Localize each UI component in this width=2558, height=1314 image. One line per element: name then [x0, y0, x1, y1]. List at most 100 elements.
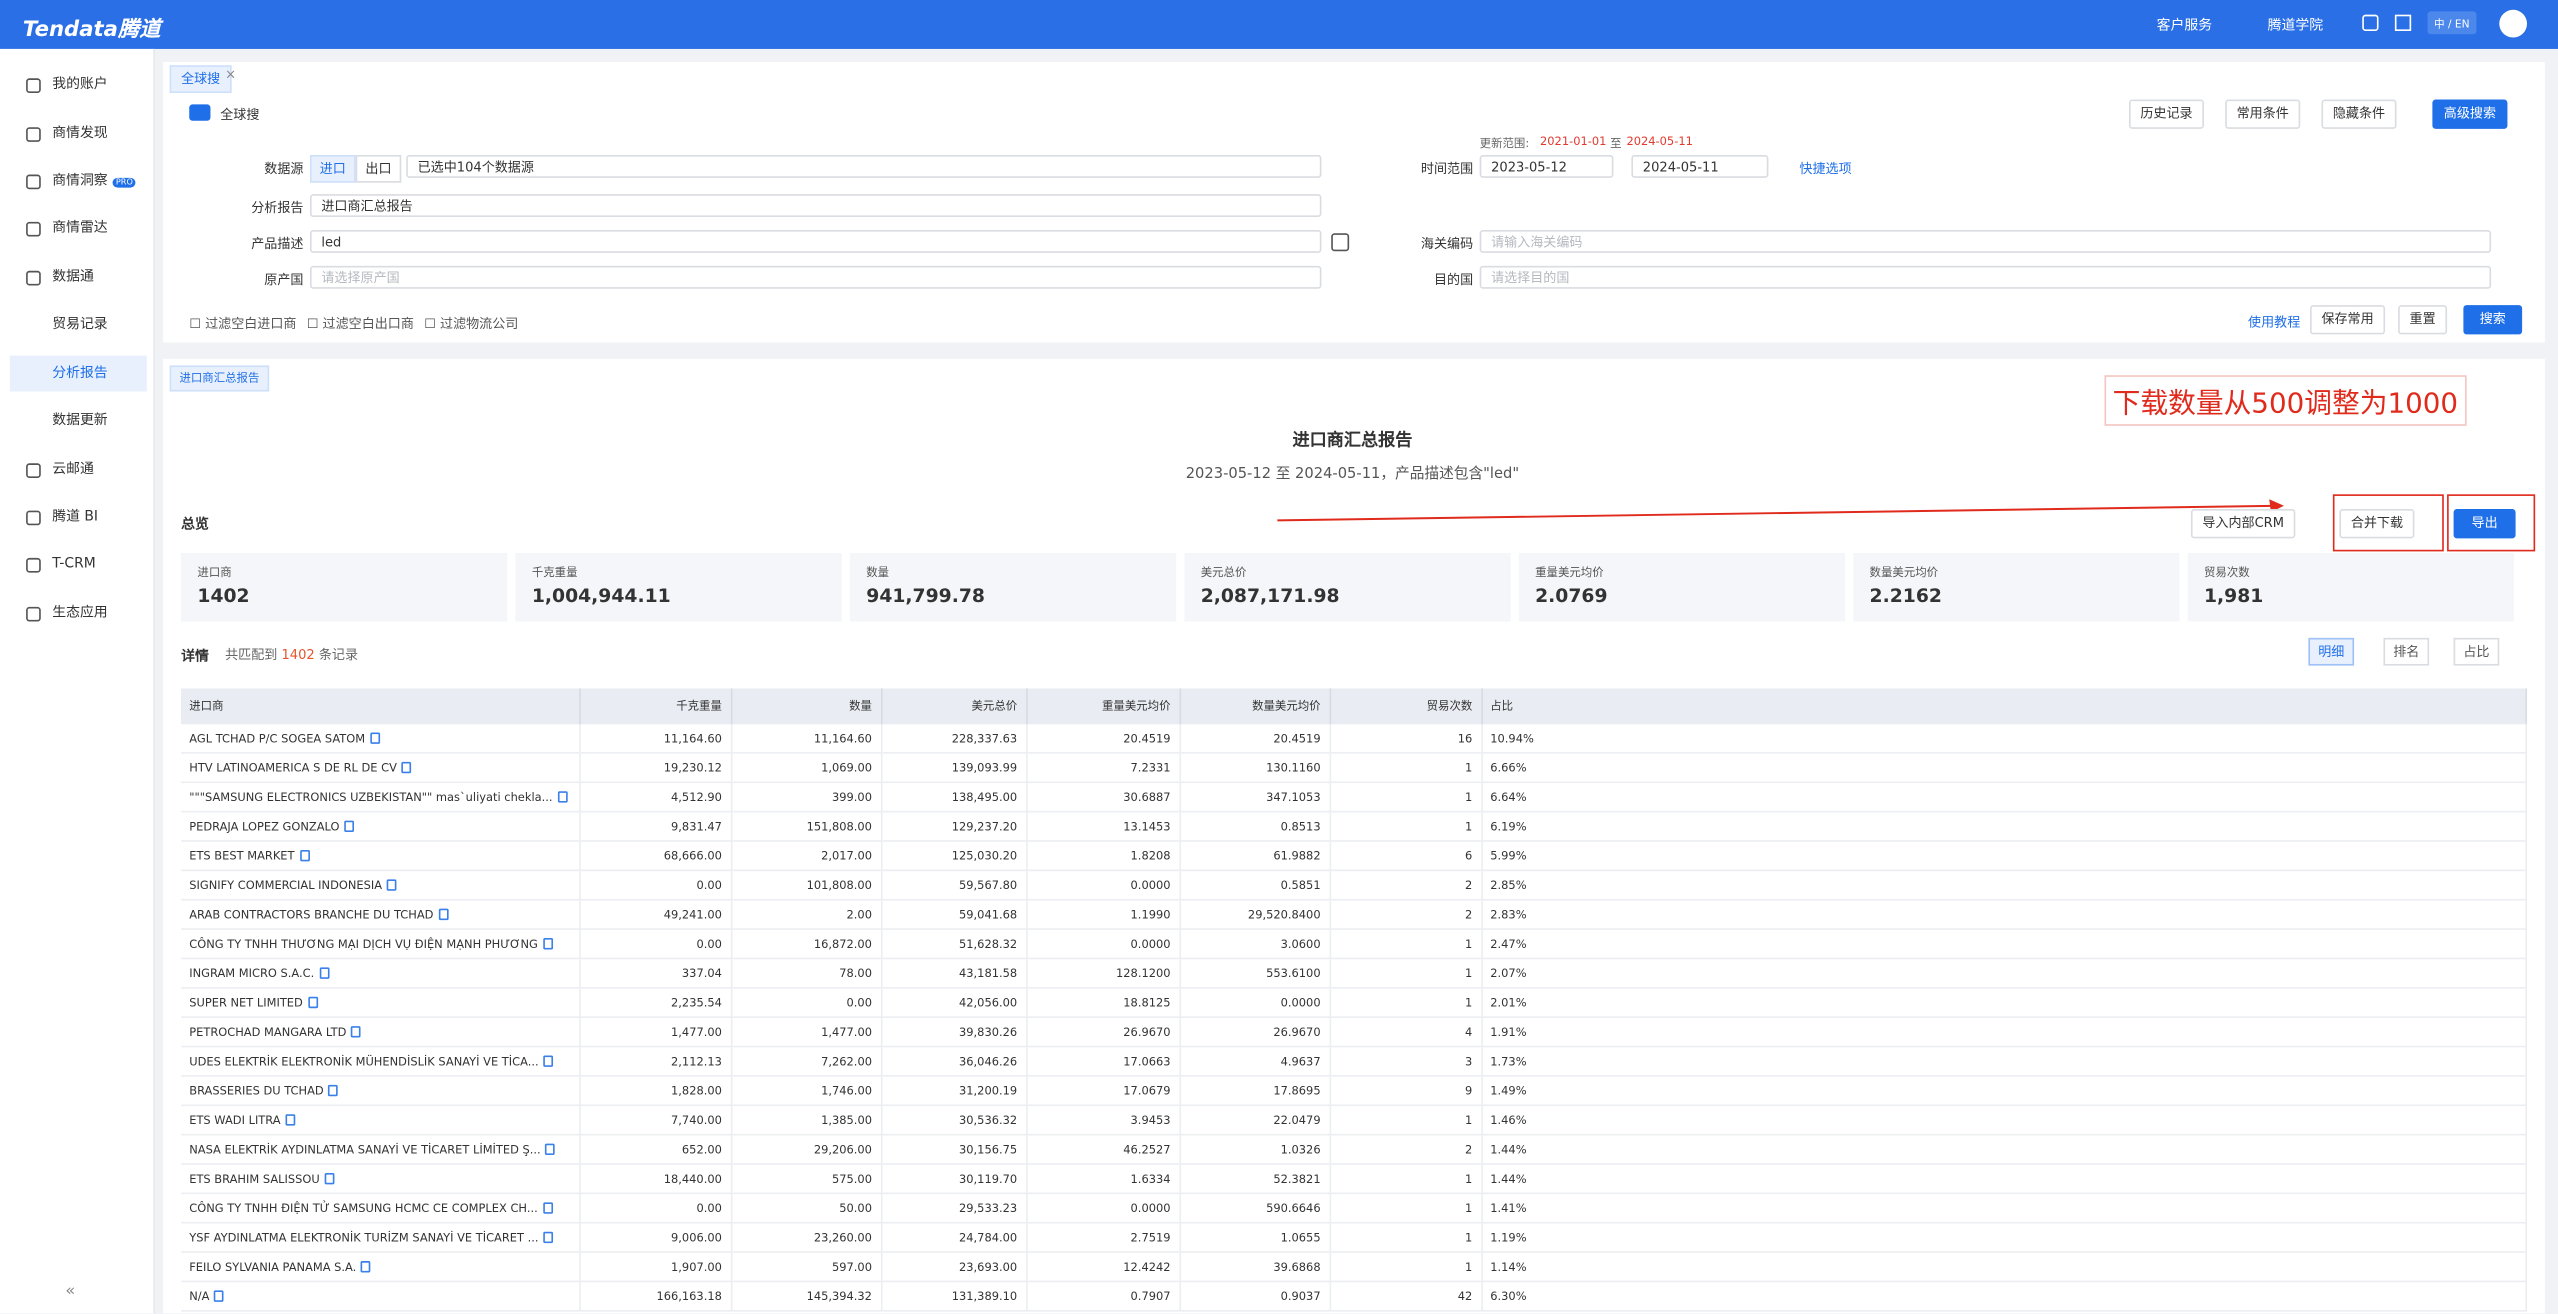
copy-icon[interactable] [325, 1173, 335, 1184]
button[interactable]: 导出 [2454, 509, 2516, 538]
view-toggle[interactable]: 排名 [2383, 638, 2429, 666]
tab-close[interactable]: × [225, 67, 236, 82]
button[interactable]: 历史记录 [2129, 100, 2204, 129]
company-name[interactable]: YSF AYDINLATMA ELEKTRONİK TURİZM SANAYİ … [189, 1231, 538, 1244]
nav-item[interactable]: 数据通 [10, 259, 147, 295]
nav-item[interactable]: 我的账户 [10, 67, 147, 103]
copy-icon[interactable] [543, 938, 553, 949]
icon[interactable] [1331, 233, 1349, 251]
copy-icon[interactable] [543, 1202, 553, 1213]
company-name[interactable]: PEDRAJA LOPEZ GONZALO [189, 820, 339, 833]
collapse[interactable]: « [65, 1282, 75, 1300]
link[interactable]: 使用教程 [2248, 313, 2300, 331]
copy-icon[interactable] [387, 879, 397, 890]
link[interactable]: 快捷选项 [1799, 160, 1851, 178]
button[interactable]: 保存常用 [2310, 305, 2385, 334]
text-input[interactable]: 请输入海关编码 [1480, 230, 2491, 253]
select[interactable]: 进口商汇总报告 [310, 194, 1321, 217]
copy-icon[interactable] [214, 1290, 224, 1301]
copy-icon[interactable] [308, 997, 318, 1008]
copy-icon[interactable] [402, 762, 412, 773]
company-name[interactable]: ETS BEST MARKET [189, 849, 294, 862]
button[interactable]: 重置 [2398, 305, 2447, 334]
copy-icon[interactable] [557, 791, 567, 802]
company-name[interactable]: HTV LATINOAMERICA S DE RL DE CV [189, 761, 397, 774]
copy-icon[interactable] [329, 1085, 339, 1096]
button[interactable]: 合并下载 [2339, 509, 2414, 538]
stat-label: 进口商 [197, 564, 231, 580]
column-header[interactable]: 千克重量 [579, 688, 731, 724]
cell-value: 1,477.00 [821, 1025, 872, 1038]
select[interactable]: 已选中104个数据源 [406, 155, 1321, 178]
company-name[interactable]: """SAMSUNG ELECTRONICS UZBEKISTAN"" mas`… [189, 790, 552, 803]
view-toggle[interactable]: 明细 [2308, 638, 2354, 666]
copy-icon[interactable] [344, 821, 354, 832]
label: 数据源 [189, 160, 303, 178]
copy-icon[interactable] [351, 1026, 361, 1037]
copy-icon[interactable] [319, 967, 329, 978]
button[interactable]: 高级搜索 [2432, 100, 2507, 129]
nav-item[interactable]: 商情洞察PRO [10, 163, 147, 199]
company-name[interactable]: ETS BRAHIM SALISSOU [189, 1172, 319, 1185]
company-name[interactable]: ETS WADI LITRA [189, 1113, 280, 1126]
column-header[interactable]: 美元总价 [881, 688, 1026, 724]
logo[interactable]: Tendata腾道 [23, 11, 161, 42]
tab[interactable]: 全球搜 [170, 65, 232, 93]
icon[interactable] [2362, 15, 2378, 31]
button[interactable]: 导入内部CRM [2191, 509, 2295, 538]
nav-item[interactable]: T-CRM [10, 547, 147, 583]
column-header[interactable]: 数量 [731, 688, 881, 724]
company-name[interactable]: CÔNG TY TNHH THƯƠNG MẠI DỊCH VỤ ĐIỆN MẠN… [189, 937, 538, 950]
company-name[interactable]: CÔNG TY TNHH ĐIỆN TỬ SAMSUNG HCMC CE COM… [189, 1202, 537, 1215]
company-name[interactable]: AGL TCHAD P/C SOGEA SATOM [189, 732, 365, 745]
company-name[interactable]: PETROCHAD MANGARA LTD [189, 1025, 346, 1038]
copy-icon[interactable] [544, 1056, 554, 1067]
checkbox[interactable]: ☐ 过滤物流公司 [424, 315, 518, 333]
company-name[interactable]: FEILO SYLVANIA PANAMA S.A. [189, 1260, 356, 1273]
button[interactable]: 隐藏条件 [2321, 100, 2396, 129]
company-name[interactable]: UDES ELEKTRİK ELEKTRONİK MÜHENDİSLİK SAN… [189, 1055, 538, 1068]
nav-link[interactable]: 客户服务 [2157, 15, 2212, 35]
company-name[interactable]: NASA ELEKTRİK AYDINLATMA SANAYİ VE TİCAR… [189, 1143, 540, 1156]
company-name[interactable]: SIGNIFY COMMERCIAL INDONESIA [189, 878, 382, 891]
select[interactable]: 请选择原产国 [310, 266, 1321, 289]
text-input[interactable]: led [310, 230, 1321, 253]
nav-item[interactable]: 商情发现 [10, 116, 147, 152]
nav-item[interactable]: 生态应用 [10, 595, 147, 631]
nav-item[interactable]: 商情雷达 [10, 210, 147, 246]
copy-icon[interactable] [543, 1232, 553, 1243]
date-input[interactable]: 2024-05-11 [1631, 155, 1768, 178]
nav-item[interactable]: 云邮通 [10, 452, 147, 488]
lang-switch[interactable]: 中 / EN [2427, 11, 2476, 34]
toggle[interactable]: 出口 [356, 155, 402, 183]
nav-item[interactable]: 腾道 BI [10, 499, 147, 535]
nav-item[interactable]: 数据更新 [10, 403, 147, 439]
button[interactable]: 常用条件 [2225, 100, 2300, 129]
copy-icon[interactable] [361, 1261, 371, 1272]
company-name[interactable]: N/A [189, 1290, 209, 1303]
nav-link[interactable]: 腾道学院 [2268, 15, 2323, 35]
company-name[interactable]: INGRAM MICRO S.A.C. [189, 967, 314, 980]
cell-value: 2,112.13 [671, 1055, 722, 1068]
button[interactable]: 搜索 [2463, 305, 2522, 334]
copy-icon[interactable] [370, 732, 380, 743]
company-name[interactable]: BRASSERIES DU TCHAD [189, 1084, 323, 1097]
copy-icon[interactable] [546, 1144, 556, 1155]
company-name[interactable]: SUPER NET LIMITED [189, 996, 303, 1009]
date-input[interactable]: 2023-05-12 [1480, 155, 1614, 178]
nav-item[interactable]: 分析报告 [10, 356, 147, 392]
view-toggle[interactable]: 占比 [2454, 638, 2500, 666]
copy-icon[interactable] [299, 850, 309, 861]
copy-icon[interactable] [438, 909, 448, 920]
toggle[interactable]: 进口 [310, 155, 356, 183]
tab[interactable]: 进口商汇总报告 [170, 365, 270, 391]
checkbox[interactable]: ☐ 过滤空白进口商 [189, 315, 296, 333]
scope-select[interactable]: 全球搜 [220, 106, 259, 124]
select[interactable]: 请选择目的国 [1480, 266, 2491, 289]
icon[interactable] [2395, 15, 2411, 31]
checkbox[interactable]: ☐ 过滤空白出口商 [307, 315, 414, 333]
nav-item[interactable]: 贸易记录 [10, 307, 147, 343]
company-name[interactable]: ARAB CONTRACTORS BRANCHE DU TCHAD [189, 908, 433, 921]
copy-icon[interactable] [285, 1114, 295, 1125]
avatar[interactable] [2499, 10, 2527, 38]
